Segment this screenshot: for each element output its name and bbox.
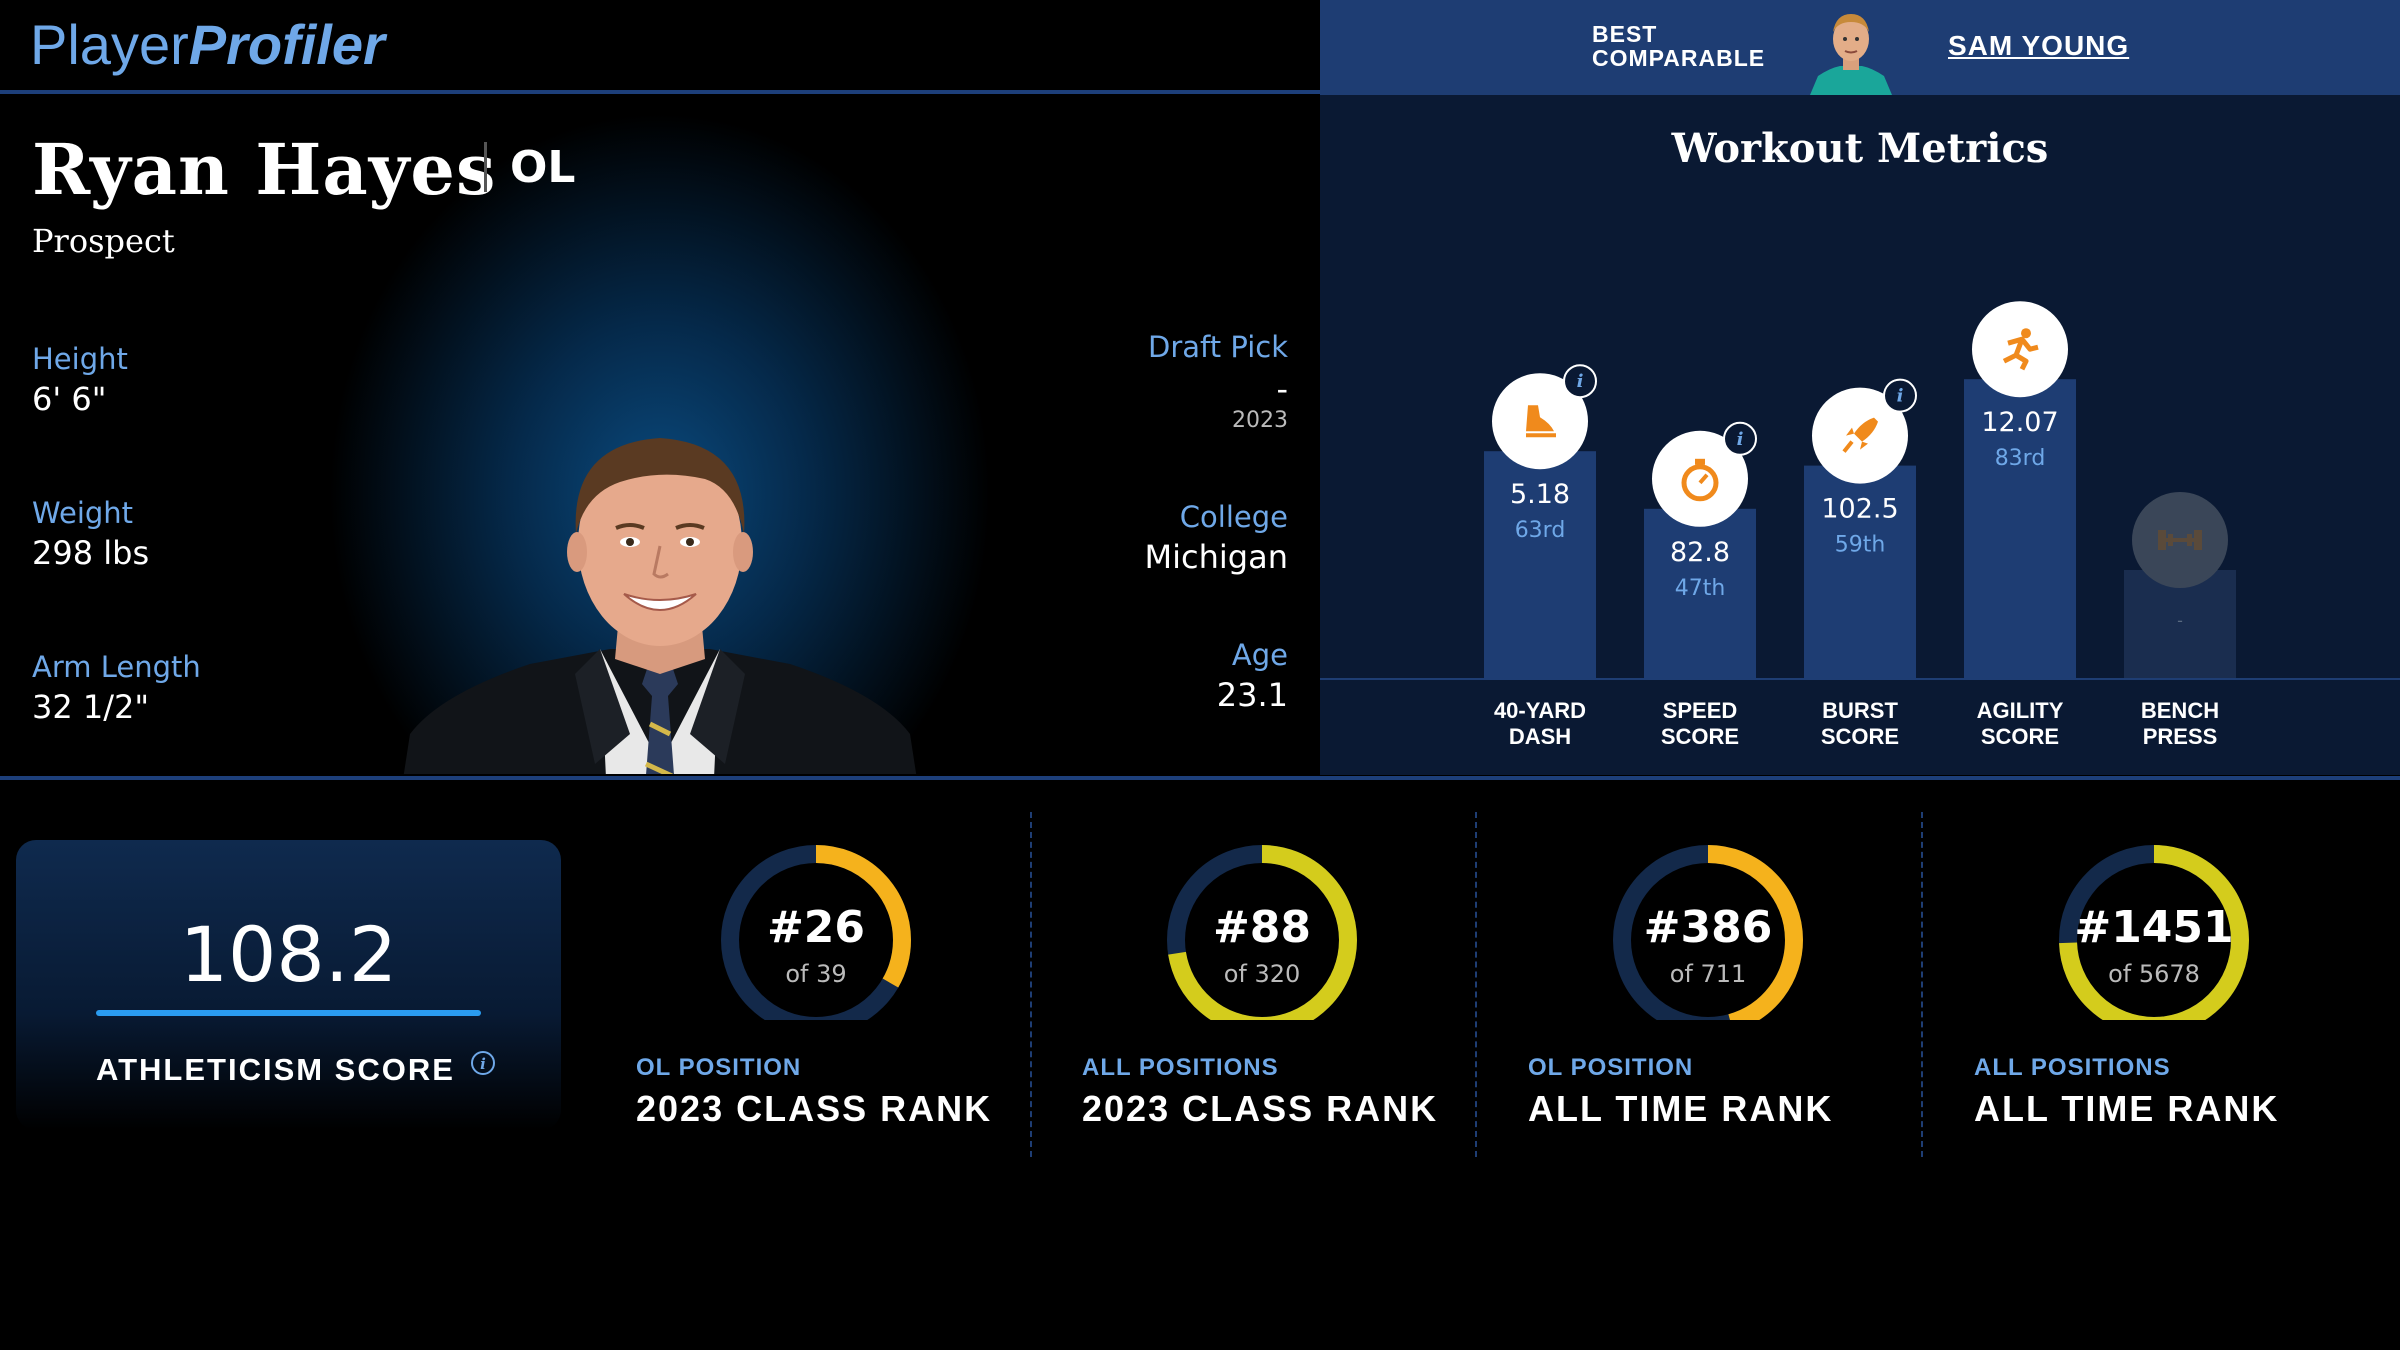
metric-bar xyxy=(1804,465,1916,678)
rank-total: of 39 xyxy=(785,960,847,988)
shoe-icon xyxy=(1492,373,1588,470)
metric-value: 82.8 xyxy=(1670,537,1730,568)
rank-number: #386 xyxy=(1643,902,1773,953)
metric-label: SPEED xyxy=(1663,698,1738,723)
player-profiler-logo[interactable]: PlayerProfiler xyxy=(30,12,385,82)
metric-percentile: 47th xyxy=(1675,576,1726,601)
metric-label: SCORE xyxy=(1821,724,1899,749)
logo-text-player: Player xyxy=(30,13,189,76)
metric-bar xyxy=(1484,451,1596,678)
chart-baseline xyxy=(1320,678,2400,680)
rank-title: 2023 CLASS RANK xyxy=(1082,1088,1439,1129)
rank-title: 2023 CLASS RANK xyxy=(636,1088,993,1129)
info-icon[interactable]: i xyxy=(1883,378,1917,413)
metric-label: DASH xyxy=(1509,724,1571,749)
metric-bar xyxy=(1964,379,2076,678)
metric-label: SCORE xyxy=(1661,724,1739,749)
rank-divider xyxy=(1921,812,1923,1157)
player-name: Ryan Hayes xyxy=(32,128,497,211)
player-status: Prospect xyxy=(32,222,175,260)
player-info-panel: Ryan Hayes OL Prospect Height 6' 6" Weig… xyxy=(0,94,1320,774)
rank-ring xyxy=(2059,845,2249,1020)
arm-length-label: Arm Length xyxy=(32,650,201,684)
info-icon[interactable]: i xyxy=(470,1050,496,1080)
athleticism-score-card: 108.2 ATHLETICISM SCORE i xyxy=(16,840,561,1130)
workout-metrics-panel: Workout Metrics i 5.18 63rd 40-YARD DASH i 82.… xyxy=(1320,95,2400,775)
metric-label: 40-YARD xyxy=(1494,698,1586,723)
logo-text-profiler: Profiler xyxy=(188,13,385,76)
info-icon[interactable]: i xyxy=(1563,364,1597,399)
header-divider xyxy=(0,90,1320,94)
rank-ring xyxy=(1167,845,1357,1020)
rank-category: ALL POSITIONS xyxy=(1974,1054,2171,1081)
rank-number: #88 xyxy=(1212,902,1312,953)
metric-percentile: 63rd xyxy=(1515,518,1566,543)
best-comparable-bar: BEST COMPARABLE SAM YOUNG xyxy=(1320,0,2400,95)
best-comparable-name-link[interactable]: SAM YOUNG xyxy=(1948,30,2130,61)
metric-percentile: 83rd xyxy=(1995,446,2046,471)
workout-metrics-chart: i5.1863rd40-YARDDASHi82.847thSPEEDSCOREi… xyxy=(1484,301,2236,749)
age-value: 23.1 xyxy=(1216,676,1288,714)
runner-icon xyxy=(1972,301,2068,398)
workout-metrics-title: Workout Metrics xyxy=(1671,125,2049,172)
metric-label: PRESS xyxy=(2143,724,2218,749)
age-label: Age xyxy=(1231,638,1288,672)
info-icon[interactable]: i xyxy=(1723,421,1757,456)
rank-block: #26 of 39 OL POSITION 2023 CLASS RANK xyxy=(616,810,1056,1190)
metric-value: 12.07 xyxy=(1981,407,2058,438)
metric-label: BURST xyxy=(1822,698,1898,723)
rank-block: #1451 of 5678 ALL POSITIONS ALL TIME RANK xyxy=(1954,810,2394,1190)
draft-pick-label: Draft Pick xyxy=(1148,330,1288,364)
metric-percentile: 59th xyxy=(1835,533,1886,558)
college-label: College xyxy=(1179,500,1288,534)
rank-category: ALL POSITIONS xyxy=(1082,1054,1279,1081)
rank-category: OL POSITION xyxy=(1528,1054,1694,1081)
rank-total: of 711 xyxy=(1669,960,1747,988)
athleticism-score-label: ATHLETICISM SCORE xyxy=(96,1052,455,1087)
best-comparable-label: BEST COMPARABLE xyxy=(1592,21,1766,71)
rank-title: ALL TIME RANK xyxy=(1974,1088,2280,1129)
svg-text:i: i xyxy=(1577,371,1584,392)
metric-bar xyxy=(1644,508,1756,678)
metric-label: BENCH xyxy=(2141,698,2219,723)
metric-label: SCORE xyxy=(1981,724,2059,749)
svg-text:i: i xyxy=(1737,429,1744,450)
height-value: 6' 6" xyxy=(32,380,107,418)
rank-block: #88 of 320 ALL POSITIONS 2023 CLASS RANK xyxy=(1062,810,1502,1190)
college-value: Michigan xyxy=(1144,538,1288,576)
svg-text:i: i xyxy=(1897,386,1904,407)
draft-pick-value: - xyxy=(1276,370,1288,408)
rank-ring xyxy=(721,845,911,1020)
section-divider xyxy=(0,776,2400,780)
stopwatch-icon xyxy=(1652,430,1748,527)
rank-total: of 5678 xyxy=(2108,960,2200,988)
comparable-player-thumbnail xyxy=(1810,6,1892,95)
metric-value: 5.18 xyxy=(1510,479,1570,510)
draft-year: 2023 xyxy=(1232,408,1288,433)
rank-number: #1451 xyxy=(2074,902,2234,953)
athleticism-score-bar xyxy=(96,1010,481,1016)
player-position: OL xyxy=(510,142,576,193)
weight-label: Weight xyxy=(32,496,134,530)
metric-value: 102.5 xyxy=(1821,494,1898,525)
rank-title: ALL TIME RANK xyxy=(1528,1088,1834,1129)
metric-label: AGILITY xyxy=(1977,698,2064,723)
rocket-icon xyxy=(1812,387,1908,484)
rank-ring xyxy=(1613,845,1803,1020)
rank-category: OL POSITION xyxy=(636,1054,802,1081)
arm-length-value: 32 1/2" xyxy=(32,688,150,726)
rank-block: #386 of 711 OL POSITION ALL TIME RANK xyxy=(1508,810,1948,1190)
name-separator xyxy=(484,142,487,192)
athleticism-score-value: 108.2 xyxy=(179,910,398,999)
rank-number: #26 xyxy=(766,902,866,953)
height-label: Height xyxy=(32,342,128,376)
weight-value: 298 lbs xyxy=(32,534,150,572)
player-portrait xyxy=(380,434,940,774)
dumbbell-icon xyxy=(2132,492,2228,588)
svg-text:i: i xyxy=(480,1055,486,1073)
rank-divider xyxy=(1475,812,1477,1157)
metric-value: - xyxy=(2177,611,2183,630)
rank-total: of 320 xyxy=(1223,960,1301,988)
rank-divider xyxy=(1030,812,1032,1157)
